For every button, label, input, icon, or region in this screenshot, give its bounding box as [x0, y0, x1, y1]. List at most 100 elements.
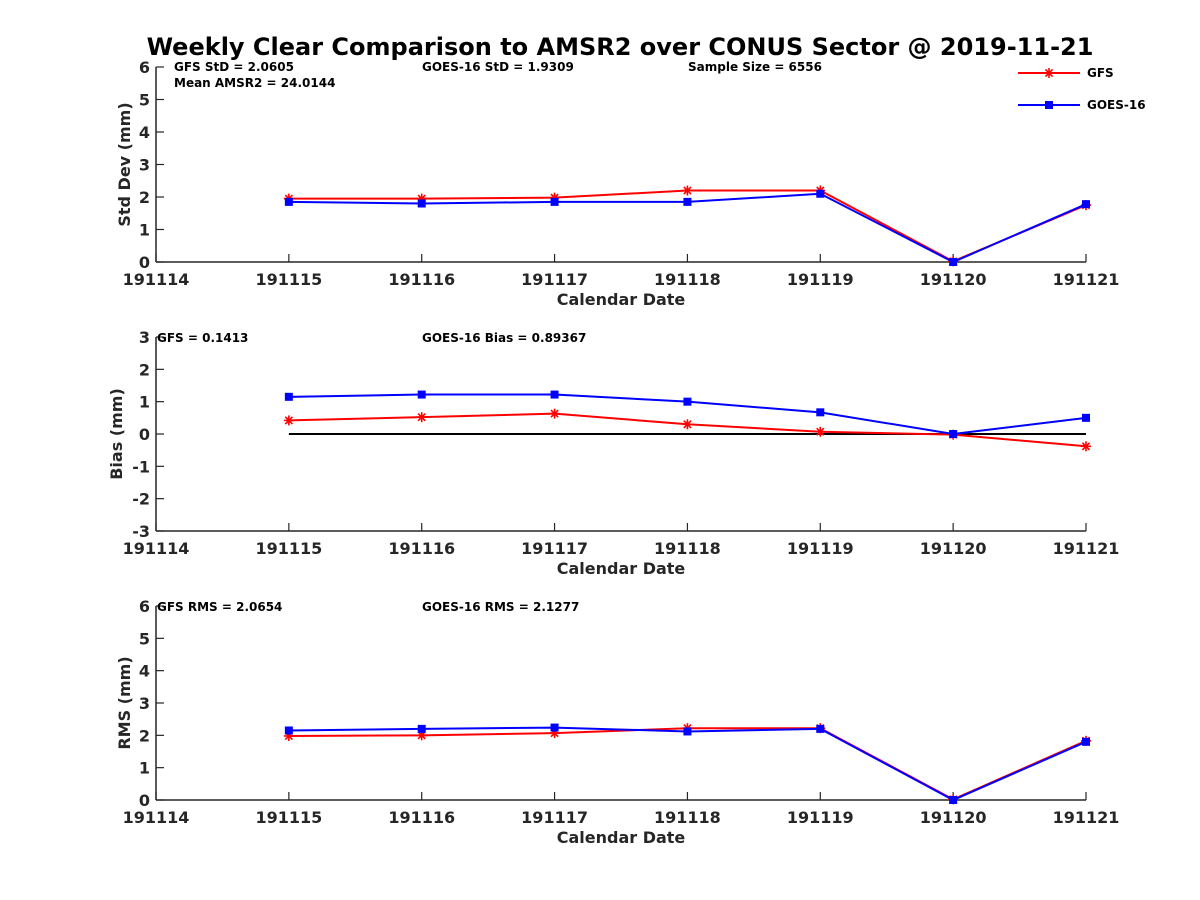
y-tick-label: 3 [139, 694, 150, 713]
x-tick-label: 191114 [123, 539, 190, 558]
x-tick-label: 191120 [920, 539, 987, 558]
x-tick-label: 191120 [920, 808, 987, 827]
x-tick-label: 191118 [654, 808, 721, 827]
y-tick-label: 3 [139, 328, 150, 347]
y-tick-label: 1 [139, 393, 150, 412]
x-tick-label: 191120 [920, 270, 987, 289]
legend-marker-goes16 [1045, 101, 1053, 109]
x-tick-label: 191115 [255, 270, 322, 289]
data-point-gfs [283, 415, 294, 426]
x-tick-label: 191116 [388, 539, 455, 558]
y-tick-label: 6 [139, 597, 150, 616]
legend-marker-symbol [1045, 101, 1053, 109]
x-tick-label: 191114 [123, 270, 190, 289]
x-tick-label: 191121 [1053, 808, 1120, 827]
data-point-goes-16 [816, 724, 825, 733]
y-tick-label: 5 [139, 91, 150, 110]
figure-title: Weekly Clear Comparison to AMSR2 over CO… [147, 33, 1094, 61]
data-point-goes-16 [683, 727, 692, 736]
data-point-goes-16 [417, 724, 426, 733]
data-point-goes-16 [1082, 200, 1090, 209]
x-tick-label: 191118 [654, 539, 721, 558]
legend-entry-gfs: GFS [1018, 66, 1114, 80]
y-tick-label: 1 [139, 759, 150, 778]
y-tick-label: 0 [139, 253, 150, 272]
x-tick-label: 191121 [1053, 539, 1120, 558]
rms-panel: 191114 191115 191116 191117 191118 191119 1911… [115, 597, 1119, 847]
x-tick-label: 191114 [123, 808, 190, 827]
stat-annotation: GFS StD = 2.0605 [174, 60, 294, 74]
x-tick-label: 191119 [787, 808, 854, 827]
data-point-goes-16 [683, 197, 692, 206]
x-axis-label: Calendar Date [557, 559, 686, 578]
legend-entry-goes16: GOES-16 [1018, 98, 1146, 112]
std-dev-panel: 191114 191115 191116 191117 191118 191119 1911… [115, 58, 1119, 309]
x-tick-label: 191115 [255, 808, 322, 827]
x-tick-label: 191118 [654, 270, 721, 289]
data-point-gfs [682, 185, 693, 196]
stat-annotation: GFS = 0.1413 [157, 331, 248, 345]
y-tick-label: 2 [139, 188, 150, 207]
data-point-goes-16 [284, 197, 293, 206]
data-point-gfs [416, 412, 427, 423]
x-axis-label: Calendar Date [557, 290, 686, 309]
data-point-goes-16 [550, 197, 559, 206]
y-tick-label: 2 [139, 726, 150, 745]
data-point-goes-16 [949, 796, 958, 804]
y-tick-label: 0 [139, 791, 150, 810]
y-tick-label: 2 [139, 360, 150, 379]
stat-annotation: GFS RMS = 2.0654 [157, 600, 282, 614]
x-tick-label: 191119 [787, 539, 854, 558]
y-tick-label: 4 [139, 123, 150, 142]
y-tick-label: -1 [132, 457, 150, 476]
legend-marker-symbol [1044, 68, 1054, 78]
data-point-goes-16 [816, 408, 825, 417]
data-point-goes-16 [550, 723, 559, 732]
y-tick-label: 5 [139, 629, 150, 648]
data-point-goes-16 [284, 392, 293, 401]
data-point-goes-16 [949, 258, 958, 266]
x-axis-label: Calendar Date [557, 828, 686, 847]
stat-annotation: GOES-16 RMS = 2.1277 [422, 600, 579, 614]
bias-panel: 191114 191115 191116 191117 191118 191119 1911… [107, 328, 1119, 578]
legend: GFS GOES-16 [1018, 66, 1146, 112]
x-tick-label: 191117 [521, 270, 588, 289]
data-point-goes-16 [417, 199, 426, 208]
legend-label-goes16: GOES-16 [1087, 98, 1146, 112]
y-tick-label: -2 [132, 490, 150, 509]
series-line-gfs [288, 727, 1087, 801]
x-tick-label: 191121 [1053, 270, 1120, 289]
data-point-gfs [815, 426, 826, 437]
data-point-goes-16 [417, 390, 426, 399]
x-tick-label: 191119 [787, 270, 854, 289]
y-tick-label: 4 [139, 662, 150, 681]
data-point-gfs [682, 419, 693, 430]
y-tick-label: -3 [132, 522, 150, 541]
data-point-goes-16 [550, 390, 559, 399]
data-point-goes-16 [1082, 737, 1090, 746]
stat-annotation: GOES-16 StD = 1.9309 [422, 60, 574, 74]
x-tick-label: 191116 [388, 270, 455, 289]
y-tick-label: 6 [139, 58, 150, 77]
legend-label-gfs: GFS [1087, 66, 1114, 80]
stat-annotation: Sample Size = 6556 [688, 60, 822, 74]
data-point-goes-16 [949, 430, 958, 438]
y-axis-label: RMS (mm) [115, 656, 134, 749]
x-tick-label: 191117 [521, 808, 588, 827]
y-tick-label: 1 [139, 221, 150, 240]
y-axis-label: Bias (mm) [107, 388, 126, 480]
series-line-gfs [288, 412, 1087, 448]
x-tick-label: 191117 [521, 539, 588, 558]
x-tick-label: 191115 [255, 539, 322, 558]
data-point-goes-16 [284, 726, 293, 735]
stat-annotation: GOES-16 Bias = 0.89367 [422, 331, 586, 345]
stat-annotation: Mean AMSR2 = 24.0144 [174, 76, 335, 90]
y-tick-label: 3 [139, 156, 150, 175]
series-line-goes-16 [288, 726, 1087, 802]
data-point-gfs [549, 408, 560, 419]
y-axis-label: Std Dev (mm) [115, 102, 134, 226]
data-point-goes-16 [816, 189, 825, 198]
y-tick-label: 0 [139, 425, 150, 444]
x-tick-label: 191116 [388, 808, 455, 827]
